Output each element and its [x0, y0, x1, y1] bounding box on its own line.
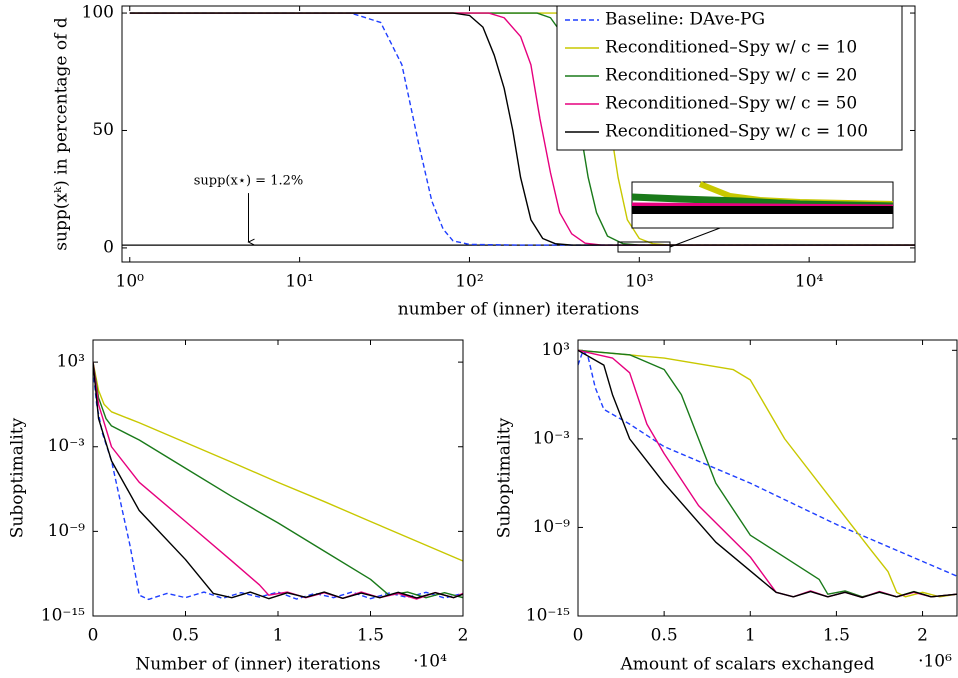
series-line — [578, 349, 957, 577]
x-tick-label: 10⁰ — [116, 272, 145, 292]
axes-frame — [92, 339, 464, 617]
y-tick-label: 50 — [92, 120, 114, 140]
series-line — [129, 12, 915, 246]
series-line — [93, 361, 463, 562]
series-line — [129, 12, 915, 246]
x-tick-label: 10³ — [625, 272, 653, 292]
y-tick-label: 0 — [103, 237, 114, 257]
x-tick-label: 1 — [745, 626, 756, 646]
y-tick-label: 10³ — [57, 352, 85, 372]
x-tick-label: 0.5 — [651, 626, 678, 646]
x-tick-label: 10¹ — [285, 272, 313, 292]
x-axis-label: Amount of scalars exchanged — [620, 655, 875, 675]
legend-label: Reconditioned–Spy w/ c = 20 — [605, 66, 857, 86]
series-line — [93, 362, 463, 600]
zoom-inset — [617, 181, 894, 253]
legend-label: Reconditioned–Spy w/ c = 100 — [605, 122, 868, 142]
x-tick-label: 0.5 — [172, 626, 199, 646]
y-tick-label: 10⁻¹⁵ — [526, 606, 570, 626]
series-line — [578, 349, 957, 599]
y-tick-label: 10³ — [542, 340, 570, 360]
y-tick-label: 10⁻⁹ — [533, 517, 571, 537]
axes-frame — [121, 5, 916, 263]
y-axis-label: supp(xᵏ) in percentage of d — [52, 17, 72, 251]
series-line — [129, 12, 915, 246]
legend-label: Reconditioned–Spy w/ c = 50 — [605, 94, 857, 114]
legend-label: Reconditioned–Spy w/ c = 10 — [605, 38, 857, 58]
y-tick-label: 10⁻⁹ — [48, 521, 86, 541]
zoom-connector — [669, 227, 721, 248]
series-line — [578, 349, 957, 599]
legend-box — [556, 5, 903, 151]
x-tick-label: 1 — [273, 626, 284, 646]
x-tick-label: 10² — [455, 272, 483, 292]
x-tick-label: 1.5 — [357, 626, 384, 646]
y-axis-label: Suboptimality — [8, 417, 28, 538]
x-tick-label: 0 — [88, 626, 99, 646]
y-tick-label: 10⁻³ — [48, 436, 85, 456]
x-tick-label: 10⁴ — [795, 272, 824, 292]
axes-frame — [577, 339, 958, 617]
legend-label: Baseline: DAve-PG — [605, 10, 765, 30]
series-line — [93, 369, 463, 601]
x-tick-label: 2 — [917, 626, 928, 646]
plot-lines — [578, 349, 957, 599]
y-axis-label: Suboptimality — [495, 417, 515, 538]
x-tick-label: 0 — [573, 626, 584, 646]
x-axis-label: Number of (inner) iterations — [135, 655, 380, 675]
series-line — [129, 12, 915, 246]
plot-lines — [129, 12, 915, 246]
y-tick-label: 100 — [82, 3, 114, 23]
x-axis-label: number of (inner) iterations — [398, 300, 639, 320]
y-tick-label: 10⁻¹⁵ — [41, 606, 85, 626]
series-line — [93, 362, 463, 599]
x-scale-label: ·10⁴ — [413, 652, 447, 672]
annotation: supp(x⋆) = 1.2% — [194, 174, 303, 189]
y-tick-label: 10⁻³ — [533, 428, 570, 448]
x-tick-label: 1.5 — [823, 626, 850, 646]
plot-lines — [93, 361, 463, 601]
x-tick-label: 2 — [458, 626, 469, 646]
x-scale-label: ·10⁶ — [918, 652, 952, 672]
series-line — [93, 362, 463, 600]
